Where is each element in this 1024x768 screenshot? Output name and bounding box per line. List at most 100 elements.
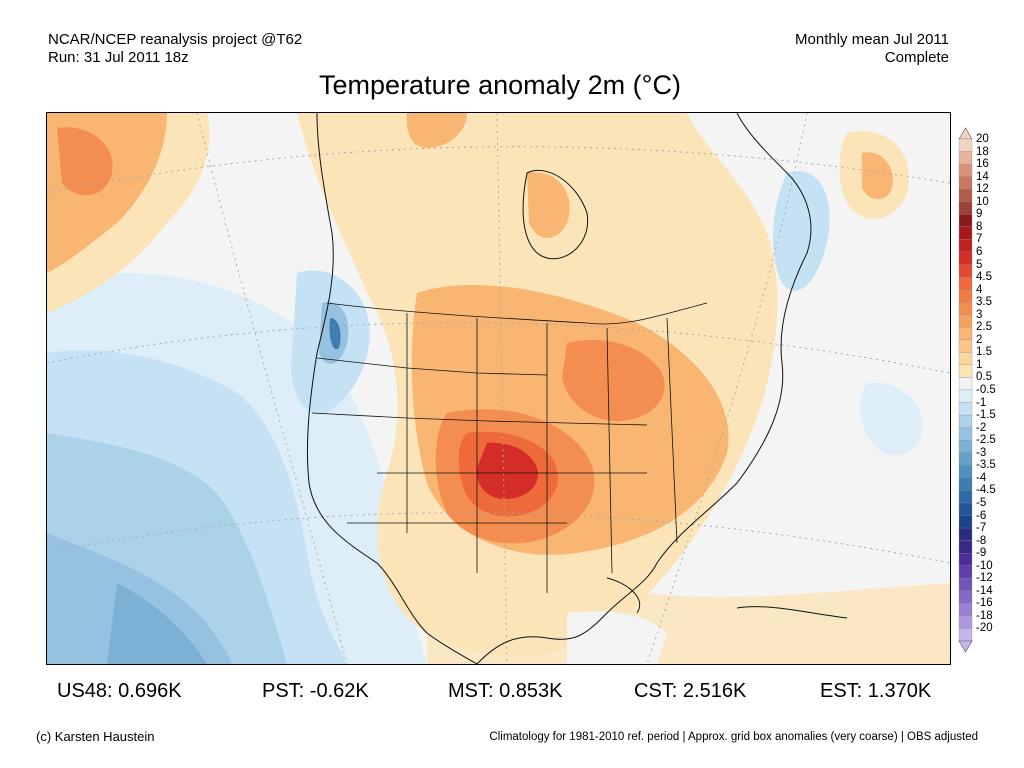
cool-region-atlantic	[860, 382, 923, 456]
legend-swatch	[958, 578, 973, 591]
legend-swatch	[958, 239, 973, 253]
legend-tick: 3.5	[976, 296, 992, 309]
legend-tick: 6	[976, 245, 983, 258]
header-left: NCAR/NCEP reanalysis project @T62 Run: 3…	[48, 31, 302, 67]
political-borders	[311, 302, 708, 593]
legend-tick: -5	[976, 496, 987, 509]
legend-tick: 5	[976, 258, 983, 271]
region-stat: EST: 1.370K	[820, 680, 932, 702]
legend-tick: 1.5	[976, 346, 992, 359]
legend-cap-top	[958, 127, 973, 140]
legend-swatch	[958, 628, 973, 642]
legend-swatch	[958, 603, 973, 617]
legend-swatch	[958, 565, 973, 579]
legend-swatch	[958, 540, 973, 554]
legend-tick: -0.5	[976, 384, 996, 396]
legend-tick: -1	[976, 396, 987, 409]
legend-swatch	[958, 289, 973, 303]
legend-swatch	[958, 314, 973, 328]
legend-tick: -10	[976, 559, 993, 572]
cool-region-pacific-5	[107, 583, 207, 664]
legend-swatch	[958, 138, 973, 152]
legend-tick: 8	[976, 220, 983, 233]
legend-tick: 7	[976, 233, 983, 246]
legend-swatch	[958, 490, 973, 504]
legend-swatch	[958, 552, 973, 566]
cool-region-northwest-core	[329, 318, 341, 350]
anomaly-map	[46, 112, 951, 665]
legend-swatch	[958, 214, 973, 228]
legend-tick: 14	[976, 170, 989, 183]
legend-tick: 10	[976, 195, 989, 208]
legend-tick: 1	[976, 358, 983, 371]
legend-tick: -12	[976, 572, 993, 585]
warm-region-arctic	[406, 113, 467, 148]
legend-tick: 20	[976, 133, 989, 145]
warm-region-northpacific-core	[57, 127, 113, 196]
region-stat: PST: -0.62K	[262, 680, 369, 702]
region-stat: MST: 0.853K	[448, 680, 563, 702]
graticule	[47, 113, 950, 664]
legend-swatch	[958, 176, 973, 190]
legend-tick: 2.5	[976, 321, 992, 334]
legend-tick: -18	[976, 609, 993, 622]
coastlines	[306, 113, 848, 664]
warm-region-greatlakes	[562, 339, 665, 422]
region-stat: CST: 2.516K	[634, 680, 747, 702]
legend-swatch	[958, 402, 973, 416]
legend-swatch	[958, 515, 973, 529]
legend-swatch	[958, 189, 973, 202]
legend-tick: -16	[976, 597, 993, 610]
legend-tick: 0.5	[976, 371, 992, 384]
legend-tick: -20	[976, 622, 993, 635]
legend-swatch	[958, 276, 973, 290]
legend-tick: -3	[976, 446, 987, 459]
legend-swatch	[958, 389, 973, 403]
legend-tick: -1.5	[976, 409, 996, 422]
header-right: Monthly mean Jul 2011 Complete	[795, 31, 949, 67]
period-label: Monthly mean Jul 2011	[795, 31, 949, 48]
legend-tick: -14	[976, 584, 993, 597]
legend-swatch	[958, 251, 973, 265]
legend-swatch	[958, 327, 973, 340]
legend-tick: -8	[976, 534, 987, 547]
legend-swatch	[958, 440, 973, 453]
legend-swatch	[958, 364, 973, 378]
legend-tick: -9	[976, 547, 987, 560]
legend-tick: 4.5	[976, 271, 992, 284]
legend-tick: -7	[976, 522, 987, 535]
legend-tick: 18	[976, 145, 989, 158]
warm-region-gulf	[427, 578, 950, 664]
legend-tick: 12	[976, 183, 989, 196]
legend-swatch	[958, 477, 973, 491]
region-stat: US48: 0.696K	[57, 680, 182, 702]
status-label: Complete	[884, 49, 949, 66]
run-label: Run: 31 Jul 2011 18z	[48, 49, 189, 66]
legend-swatch	[958, 352, 973, 366]
map-title: Temperature anomaly 2m (°C)	[319, 70, 681, 100]
legend-swatch	[958, 427, 973, 441]
legend-tick: -3.5	[976, 459, 996, 472]
legend-tick: 9	[976, 208, 983, 221]
copyright: (c) Karsten Haustein	[36, 729, 155, 744]
legend-tick: -6	[976, 509, 987, 522]
legend-swatch	[958, 465, 973, 478]
legend-tick: -4.5	[976, 484, 996, 497]
map-canvas	[47, 113, 950, 664]
legend-cap-bottom	[958, 640, 973, 653]
color-legend	[958, 127, 973, 653]
warm-region-oklahoma-core	[476, 442, 538, 500]
legend-swatch	[958, 264, 973, 278]
legend-tick: -2.5	[976, 434, 996, 447]
model-label: NCAR/NCEP reanalysis project @T62	[48, 31, 303, 48]
legend-swatch	[958, 377, 973, 391]
legend-swatch	[958, 414, 973, 428]
legend-tick: -4	[976, 471, 987, 484]
legend-tick: 4	[976, 283, 983, 296]
legend-tick: 3	[976, 308, 983, 321]
legend-swatch	[958, 452, 973, 466]
legend-swatch	[958, 226, 973, 240]
legend-swatch	[958, 615, 973, 629]
warm-region-hudson	[527, 172, 570, 238]
legend-tick: 2	[976, 333, 983, 346]
